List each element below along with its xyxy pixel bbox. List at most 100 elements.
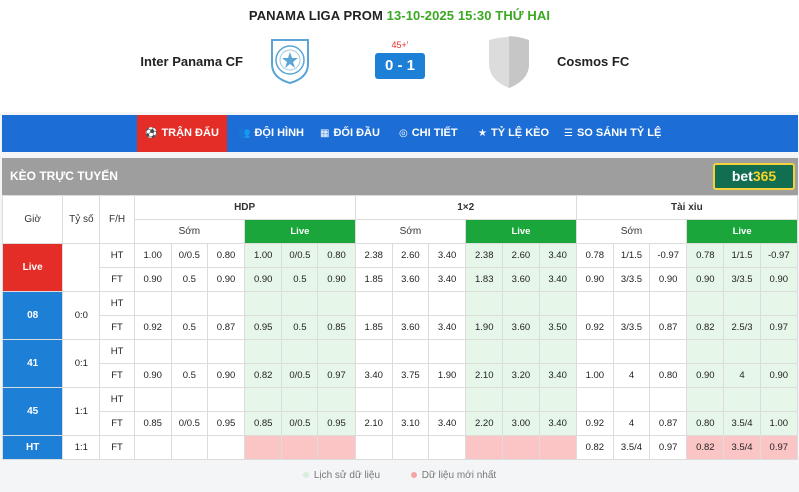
odds-cell-hdp-s[interactable]: 1.00 [133,243,172,268]
odds-cell-x-s[interactable]: 1.85 [354,267,393,292]
odds-cell-ou-s[interactable]: 0.80 [649,363,688,388]
odds-cell-hdp-l[interactable]: 0.82 [244,363,283,388]
odds-cell-hdp-l[interactable]: 0.90 [244,267,283,292]
odds-cell-hdp-l[interactable]: 0.85 [317,315,356,340]
odds-cell-x-l[interactable]: 3.20 [502,363,540,388]
odds-cell-ou-s[interactable]: 0.87 [649,315,688,340]
odds-cell-hdp-l[interactable]: 0.95 [244,315,283,340]
odds-cell-x-l[interactable]: 3.40 [538,411,577,436]
odds-cell-hdp-s[interactable]: 0.90 [206,267,246,292]
odds-cell-x-s[interactable]: 3.40 [427,411,467,436]
odds-cell-x-l[interactable]: 3.60 [502,315,540,340]
odds-cell-ou-s[interactable]: 0.82 [575,435,614,460]
tab-odds[interactable]: ★ TỶ LỆ KÈO [470,115,554,152]
odds-cell-x-l[interactable]: 3.40 [538,267,577,292]
odds-cell-hdp-s[interactable]: 0.87 [206,315,246,340]
odds-cell-hdp-s[interactable]: 0/0.5 [170,243,208,268]
odds-cell-ou-l[interactable]: 0.90 [686,363,725,388]
odds-cell-hdp-l[interactable]: 0/0.5 [281,363,319,388]
odds-cell-hdp-l[interactable]: 1.00 [244,243,283,268]
odds-cell-hdp-s[interactable]: 0.95 [206,411,246,436]
odds-cell-x-l[interactable]: 2.10 [465,363,504,388]
odds-cell-ou-l[interactable]: 3/3.5 [723,267,761,292]
odds-cell-x-l[interactable]: 2.60 [502,243,540,268]
odds-cell-hdp-l[interactable]: 0.97 [317,363,356,388]
odds-cell-ou-s[interactable]: 0.92 [575,315,614,340]
odds-cell-ou-s[interactable]: 0.92 [575,411,614,436]
odds-cell-hdp-l[interactable]: 0.5 [281,267,319,292]
tab-compare-odds[interactable]: ☰ SO SÁNH TỶ LỆ [556,115,666,152]
odds-cell-ou-s[interactable]: -0.97 [649,243,688,268]
odds-cell-x-l[interactable]: 3.40 [538,363,577,388]
odds-cell-x-s[interactable]: 1.85 [354,315,393,340]
odds-cell-x-s[interactable]: 2.38 [354,243,393,268]
tab-head-to-head[interactable]: ▦ ĐỐI ĐẦU [312,115,390,152]
odds-cell-ou-s[interactable]: 0.90 [575,267,614,292]
odds-cell-ou-l[interactable]: 0.78 [686,243,725,268]
odds-cell-x-s[interactable]: 3.40 [427,267,467,292]
odds-cell-ou-s[interactable]: 0.90 [649,267,688,292]
odds-cell-ou-s[interactable]: 0.87 [649,411,688,436]
odds-cell-hdp-l[interactable]: 0/0.5 [281,243,319,268]
odds-cell-ou-s[interactable]: 4 [612,411,651,436]
odds-cell-hdp-l[interactable]: 0.80 [317,243,356,268]
odds-cell-hdp-s[interactable]: 0.85 [133,411,172,436]
odds-cell-hdp-s[interactable]: 0.90 [206,363,246,388]
odds-cell-x-s[interactable]: 3.10 [391,411,429,436]
odds-cell-ou-l[interactable]: 4 [723,363,761,388]
odds-cell-ou-s[interactable]: 4 [612,363,651,388]
odds-cell-ou-s[interactable]: 3.5/4 [612,435,651,460]
odds-cell-ou-l[interactable]: 0.90 [759,267,799,292]
odds-cell-ou-s[interactable]: 1.00 [575,363,614,388]
odds-cell-x-l[interactable]: 2.38 [465,243,504,268]
odds-cell-hdp-l[interactable]: 0.85 [244,411,283,436]
tab-match[interactable]: ⚽ TRẬN ĐẤU [137,115,227,152]
odds-cell-hdp-s[interactable]: 0/0.5 [170,411,208,436]
odds-cell-ou-s[interactable]: 0.97 [649,435,688,460]
away-team-shield-icon[interactable] [486,34,532,90]
odds-cell-x-s[interactable]: 3.75 [391,363,429,388]
odds-cell-x-s[interactable]: 3.60 [391,267,429,292]
odds-cell-x-s[interactable]: 2.60 [391,243,429,268]
odds-cell-ou-l[interactable]: 1/1.5 [723,243,761,268]
odds-cell-x-l[interactable]: 3.00 [502,411,540,436]
odds-cell-ou-s[interactable]: 0.78 [575,243,614,268]
tab-lineup[interactable]: 👥 ĐỘI HÌNH [230,115,310,152]
odds-cell-x-l[interactable]: 3.40 [538,243,577,268]
odds-cell-x-l[interactable]: 3.50 [538,315,577,340]
odds-cell-x-s[interactable]: 1.90 [427,363,467,388]
odds-cell-ou-s[interactable]: 1/1.5 [612,243,651,268]
odds-cell-hdp-l[interactable]: 0.95 [317,411,356,436]
odds-cell-hdp-l[interactable]: 0.5 [281,315,319,340]
odds-cell-x-s[interactable]: 3.40 [427,243,467,268]
odds-cell-hdp-s[interactable]: 0.90 [133,267,172,292]
odds-cell-ou-l[interactable]: 0.82 [686,315,725,340]
odds-cell-x-s[interactable]: 2.10 [354,411,393,436]
odds-cell-ou-l[interactable]: 1.00 [759,411,799,436]
bookmaker-bet365-button[interactable]: bet365 [713,163,795,190]
odds-cell-x-l[interactable]: 1.83 [465,267,504,292]
odds-cell-ou-l[interactable]: 2.5/3 [723,315,761,340]
home-team-logo[interactable] [268,38,312,84]
away-team-name[interactable]: Cosmos FC [557,54,630,69]
odds-cell-hdp-s[interactable]: 0.5 [170,315,208,340]
odds-cell-hdp-l[interactable]: 0.90 [317,267,356,292]
odds-cell-x-s[interactable]: 3.60 [391,315,429,340]
odds-cell-ou-l[interactable]: 0.90 [759,363,799,388]
odds-cell-hdp-s[interactable]: 0.5 [170,267,208,292]
odds-cell-hdp-s[interactable]: 0.92 [133,315,172,340]
odds-cell-x-s[interactable]: 3.40 [427,315,467,340]
odds-cell-ou-l[interactable]: 3.5/4 [723,435,761,460]
home-team-name[interactable]: Inter Panama CF [140,54,243,69]
odds-cell-hdp-s[interactable]: 0.90 [133,363,172,388]
odds-cell-hdp-s[interactable]: 0.80 [206,243,246,268]
odds-cell-ou-s[interactable]: 3/3.5 [612,315,651,340]
odds-cell-hdp-l[interactable]: 0/0.5 [281,411,319,436]
odds-cell-ou-s[interactable]: 3/3.5 [612,267,651,292]
odds-cell-ou-l[interactable]: 0.90 [686,267,725,292]
odds-cell-ou-l[interactable]: 0.80 [686,411,725,436]
odds-cell-x-l[interactable]: 3.60 [502,267,540,292]
odds-cell-x-l[interactable]: 1.90 [465,315,504,340]
odds-cell-ou-l[interactable]: -0.97 [759,243,799,268]
odds-cell-ou-l[interactable]: 0.97 [759,315,799,340]
